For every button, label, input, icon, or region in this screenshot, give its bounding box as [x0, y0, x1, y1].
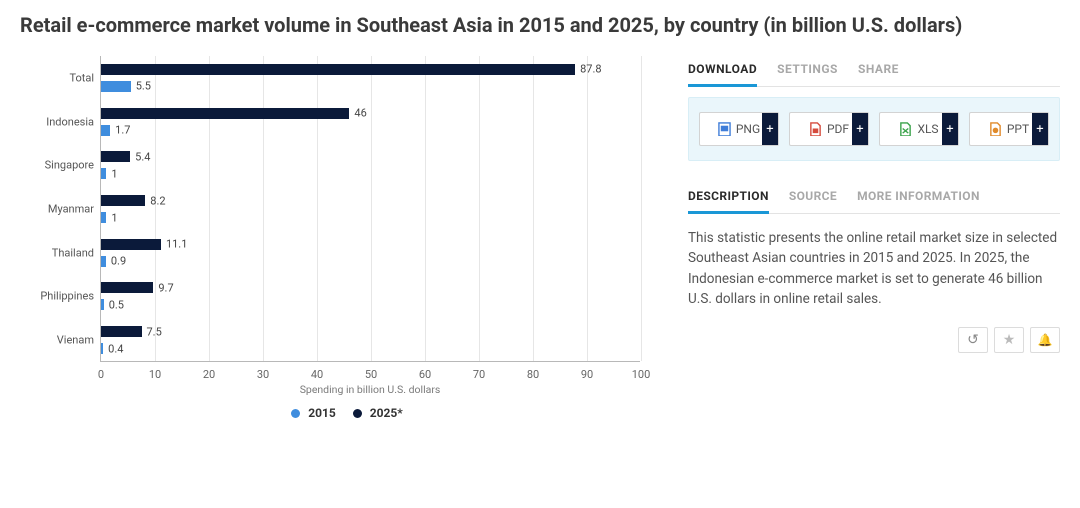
download-pdf-button[interactable]: PDF + [789, 112, 869, 146]
bar-2025 [101, 239, 161, 250]
gridline [587, 56, 588, 361]
gridline [317, 56, 318, 361]
bar-value-2015: 1.7 [110, 124, 130, 137]
download-ppt-button[interactable]: PPT + [969, 112, 1049, 146]
bar-value-2025: 5.4 [130, 150, 150, 163]
x-tick-label: 70 [473, 368, 485, 381]
bar-2015 [101, 125, 110, 136]
favorite-button[interactable]: ★ [994, 327, 1024, 353]
download-ppt-label: PPT [1007, 122, 1029, 136]
download-png-button[interactable]: PNG + [699, 112, 779, 146]
bar-value-2015: 5.5 [131, 80, 151, 93]
plus-icon: + [762, 113, 778, 145]
download-png-label: PNG [736, 122, 760, 136]
bar-value-2025: 87.8 [575, 63, 601, 76]
bar-value-2025: 9.7 [153, 281, 173, 294]
png-icon [718, 122, 731, 137]
x-tick-label: 10 [149, 368, 161, 381]
download-buttons-row: PNG + PDF + XLS + PPT [688, 97, 1060, 161]
x-tick-label: 40 [311, 368, 323, 381]
star-icon: ★ [1003, 332, 1016, 348]
gridline [371, 56, 372, 361]
x-tick-label: 0 [98, 368, 104, 381]
bar-2025 [101, 195, 145, 206]
bar-2025 [101, 282, 153, 293]
bar-value-2025: 8.2 [145, 194, 165, 207]
gridline [263, 56, 264, 361]
gridline [209, 56, 210, 361]
chart-plot-area: 010203040506070809010087.85.5461.75.418.… [100, 56, 640, 362]
bar-2015 [101, 81, 131, 92]
bar-value-2025: 46 [349, 107, 366, 120]
top-tabs: DOWNLOAD SETTINGS SHARE [688, 56, 1060, 87]
info-tabs: DESCRIPTION SOURCE MORE INFORMATION [688, 183, 1060, 214]
download-pdf-label: PDF [827, 122, 849, 136]
bell-icon: 🔔 [1038, 333, 1053, 347]
bar-value-2015: 0.9 [106, 255, 126, 268]
x-tick-label: 80 [527, 368, 539, 381]
chart-panel: 0 10 20 30 40 50 60 70 80 90 100 87.8 5.5 46 1.75.4 1 8.… [20, 56, 660, 420]
x-tick-label: 60 [419, 368, 431, 381]
description-text: This statistic presents the online retai… [688, 228, 1060, 309]
xls-icon [899, 122, 912, 137]
gridline [425, 56, 426, 361]
download-xls-button[interactable]: XLS + [879, 112, 959, 146]
plus-icon: + [942, 113, 958, 145]
bar-value-2025: 7.5 [142, 325, 162, 338]
utility-buttons: ↺ ★ 🔔 [688, 327, 1060, 353]
page-title: Retail e-commerce market volume in South… [20, 12, 1060, 38]
tab-share[interactable]: SHARE [858, 56, 899, 86]
download-xls-label: XLS [917, 122, 938, 136]
legend-label-2025: 2025* [370, 406, 403, 420]
undo-icon: ↺ [967, 332, 979, 348]
x-tick-label: 20 [203, 368, 215, 381]
side-panel: DOWNLOAD SETTINGS SHARE PNG + PDF + [688, 56, 1060, 420]
bar-2025 [101, 64, 575, 75]
x-tick-label: 50 [365, 368, 377, 381]
category-label: Singapore [20, 159, 94, 172]
category-label: Myanmar [20, 203, 94, 216]
bar-2025 [101, 326, 142, 337]
category-label: Philippines [20, 290, 94, 303]
x-axis-label: Spending in billion U.S. dollars [100, 383, 640, 396]
category-label: Vienam [20, 334, 94, 347]
tab-download[interactable]: DOWNLOAD [688, 56, 757, 87]
gridline [479, 56, 480, 361]
bar-value-2025: 11.1 [161, 238, 187, 251]
chart-legend: 2015 2025* [20, 406, 660, 420]
legend-swatch-2015 [291, 409, 300, 418]
legend-swatch-2025 [353, 409, 362, 418]
x-tick-label: 100 [632, 368, 651, 381]
tab-settings[interactable]: SETTINGS [777, 56, 838, 86]
category-label: Total [20, 71, 94, 84]
gridline [641, 56, 642, 361]
bar-2025 [101, 108, 349, 119]
bar-2025 [101, 151, 130, 162]
category-label: Thailand [20, 246, 94, 259]
tab-description[interactable]: DESCRIPTION [688, 183, 769, 214]
x-tick-label: 90 [581, 368, 593, 381]
ppt-icon [989, 122, 1002, 137]
tab-source[interactable]: SOURCE [789, 183, 837, 213]
bar-value-2015: 1 [106, 167, 117, 180]
plus-icon: + [1032, 113, 1048, 145]
legend-label-2015: 2015 [308, 406, 336, 420]
bar-value-2015: 0.4 [103, 342, 123, 355]
gridline [155, 56, 156, 361]
category-label: Indonesia [20, 115, 94, 128]
bar-value-2015: 0.5 [104, 298, 124, 311]
pdf-icon [809, 122, 822, 137]
undo-button[interactable]: ↺ [958, 327, 988, 353]
x-tick-label: 30 [257, 368, 269, 381]
gridline [533, 56, 534, 361]
notify-button[interactable]: 🔔 [1030, 327, 1060, 353]
tab-more-information[interactable]: MORE INFORMATION [857, 183, 980, 213]
plus-icon: + [852, 113, 868, 145]
bar-value-2015: 1 [106, 211, 117, 224]
